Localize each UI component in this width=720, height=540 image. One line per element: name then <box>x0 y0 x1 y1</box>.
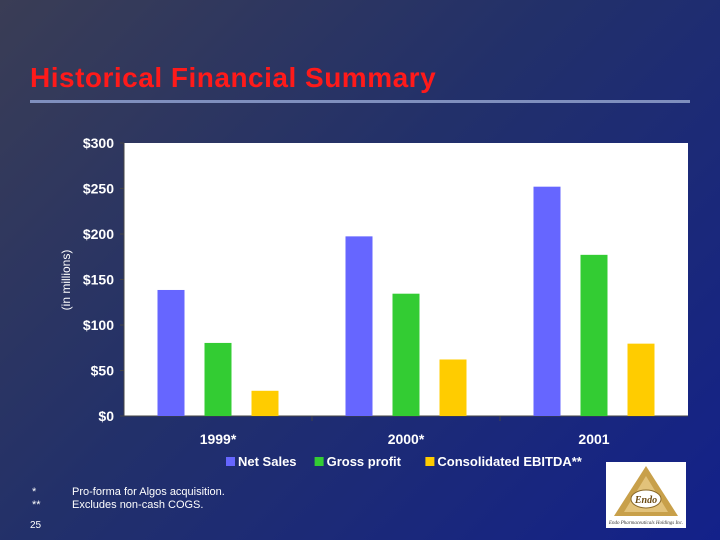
y-tick-label: $100 <box>83 317 114 333</box>
x-tick-label: 2001 <box>578 431 609 447</box>
x-tick-label: 1999* <box>200 431 237 447</box>
footnote-2: ** Excludes non-cash COGS. <box>32 499 225 512</box>
bar-gross-profit <box>580 254 608 416</box>
data-label: $197.4 <box>350 211 393 227</box>
y-tick-label: $150 <box>83 272 114 288</box>
legend-swatch <box>425 457 435 466</box>
legend-swatch <box>226 457 235 466</box>
y-axis-label: (in millions) <box>59 250 73 311</box>
legend-swatch <box>314 457 324 466</box>
logo-subtitle: Endo Pharmaceuticals Holdings Inc. <box>608 521 683 526</box>
logo-wordmark: Endo <box>634 495 657 506</box>
legend-label: Net Sales <box>238 454 297 469</box>
data-label: $252.0 <box>538 162 581 178</box>
x-tick-label: 2000* <box>388 431 425 447</box>
y-tick-label: $300 <box>83 135 114 151</box>
bar-consolidated-ebitda <box>627 343 655 416</box>
data-label: $62.1 <box>447 334 482 350</box>
endo-logo: Endo Endo Pharmaceuticals Holdings Inc. <box>606 462 686 528</box>
footnote-1: * Pro-forma for Algos acquisition. <box>32 486 225 499</box>
bar-consolidated-ebitda <box>251 390 279 416</box>
page-number: 25 <box>30 520 42 531</box>
y-tick-label: $0 <box>98 408 114 424</box>
legend-label: Gross profit <box>327 454 402 469</box>
data-label: $177.1 <box>585 230 628 246</box>
data-label: $138.5 <box>162 265 205 281</box>
footnote-text: Pro-forma for Algos acquisition. <box>72 486 225 498</box>
footnote-text: Excludes non-cash COGS. <box>72 499 204 511</box>
bar-net-sales <box>345 236 373 416</box>
footnote-marker: * <box>32 486 37 498</box>
title-divider <box>30 100 690 103</box>
y-tick-label: $200 <box>83 226 114 242</box>
bar-consolidated-ebitda <box>439 359 467 416</box>
footnote-marker: ** <box>32 499 41 511</box>
bar-gross-profit <box>392 293 420 416</box>
legend-label: Consolidated EBITDA** <box>437 454 582 469</box>
data-label: $79.5 <box>635 319 670 335</box>
bar-gross-profit <box>204 342 232 416</box>
bar-net-sales <box>157 289 185 416</box>
footnotes: * Pro-forma for Algos acquisition. ** Ex… <box>32 486 225 512</box>
y-tick-label: $50 <box>91 363 115 379</box>
slide-title: Historical Financial Summary <box>30 62 437 93</box>
data-label: $80.3 <box>212 318 247 334</box>
bar-net-sales <box>533 186 561 416</box>
y-tick-label: $250 <box>83 181 114 197</box>
data-label: $134.4 <box>397 269 440 285</box>
data-label: $27.7 <box>259 366 294 382</box>
